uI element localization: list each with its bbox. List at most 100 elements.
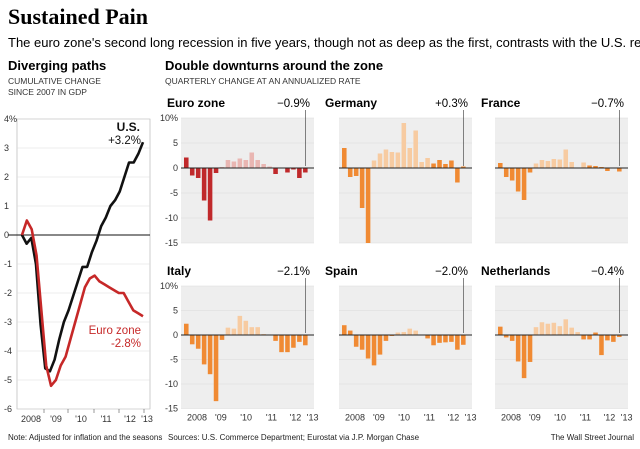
panel-xtick-label: 2008 (501, 413, 521, 423)
line-ytick-label: -5 (4, 375, 12, 385)
panel-bar (431, 163, 436, 168)
panel-bar (395, 152, 401, 168)
panel-bar (285, 168, 290, 173)
line-ytick-label: 3 (4, 143, 9, 153)
panel-title: Spain (325, 264, 358, 278)
panel-bar (539, 160, 545, 168)
panel-bar (593, 332, 598, 335)
panel-bar (599, 167, 604, 168)
footer-credit: The Wall Street Journal (551, 433, 635, 442)
panel-bar (291, 168, 296, 170)
panel-bar (195, 168, 201, 178)
panel-bar (527, 168, 533, 173)
panel-bar (509, 168, 515, 181)
euro-end-value: -2.8% (111, 338, 141, 350)
panel-bar (557, 326, 563, 335)
footer-sources: Sources: U.S. Commerce Department; Euros… (168, 433, 420, 442)
line-ytick-label: -1 (4, 259, 12, 269)
panel-bar (551, 322, 557, 335)
page-title: Sustained Pain (8, 4, 148, 29)
panel-bar (533, 327, 539, 335)
line-ytick-label: 1 (4, 201, 9, 211)
panel-bar (297, 168, 302, 178)
panel-bar (231, 328, 237, 335)
panel-bar (249, 152, 255, 168)
euro-series-label: Euro zone (89, 325, 141, 337)
panel-bar (449, 160, 454, 168)
panel-background (339, 286, 472, 409)
panel-bar (347, 168, 353, 177)
panel-ytick-label: -10 (165, 213, 178, 223)
panel-bar (509, 335, 515, 341)
panel-bar (539, 322, 545, 335)
panel-bar (437, 160, 442, 168)
panel-bar (273, 335, 278, 341)
panel-xtick-label: '12 (604, 413, 616, 423)
panel-xtick-label: '11 (266, 413, 277, 423)
panel-xtick-label: '10 (398, 413, 410, 423)
panel-bar (184, 157, 189, 168)
panel-xtick-label: '13 (465, 413, 477, 423)
panel-ytick-label: 0 (173, 330, 178, 340)
panel-bar (342, 325, 347, 335)
line-xtick-label: '11 (100, 414, 111, 424)
panel-bar (303, 168, 308, 173)
panel-bar (201, 335, 207, 365)
panel-bar (255, 160, 260, 168)
panel-xtick-label: '11 (424, 413, 435, 423)
panel-bar (413, 130, 418, 168)
panel-bar (425, 335, 430, 339)
panel-title: France (481, 96, 521, 110)
panel-ytick-label: 5 (173, 138, 178, 148)
panel-title: Italy (167, 264, 191, 278)
panel-bar (207, 168, 213, 221)
panel-bar (184, 323, 189, 335)
panel-bar (383, 149, 389, 168)
panel-bar (353, 335, 359, 347)
panel-bar (231, 161, 237, 168)
panel-xtick-label: '10 (240, 413, 252, 423)
bar-chart-subtitle: QUARTERLY CHANGE AT AN ANNUALIZED RATE (165, 76, 361, 86)
panel-bar (285, 335, 290, 353)
panel-latest-value: −2.1% (277, 266, 310, 278)
panel-bar (201, 168, 207, 201)
panel-bar (569, 327, 574, 335)
panel-bar (371, 335, 377, 366)
panel-germany: Germany +0.3% (325, 96, 472, 244)
panel-bar (581, 335, 586, 340)
panel-bar (389, 335, 395, 336)
panel-ytick-label: -15 (165, 404, 178, 414)
panel-bar (407, 328, 413, 335)
us-series-label: U.S. (117, 120, 140, 134)
panel-netherlands: Netherlands −0.4% 2008 '09 '10 '11 '12 '13 (481, 264, 633, 423)
panel-bar (395, 332, 401, 335)
panel-title: Euro zone (167, 96, 225, 110)
panel-xtick-label: '13 (307, 413, 319, 423)
us-end-value: +3.2% (108, 135, 141, 147)
panel-bar (575, 332, 580, 335)
panel-bar (521, 335, 527, 379)
panel-bar (425, 158, 430, 168)
line-xtick-label: '12 (124, 414, 136, 424)
panel-bar (303, 335, 308, 346)
panel-bar (359, 168, 365, 208)
panel-bar (377, 153, 383, 168)
panel-title: Netherlands (481, 264, 551, 278)
panel-bar (545, 161, 551, 168)
panel-bar (297, 335, 302, 342)
panel-bar (195, 335, 201, 349)
panel-ytick-label: -10 (165, 379, 178, 389)
panel-bar (377, 335, 383, 355)
panel-xtick-label: 2008 (187, 413, 207, 423)
panel-france: France −0.7% (481, 96, 628, 244)
line-chart-title: Diverging paths (8, 58, 106, 73)
panel-bar (189, 335, 195, 345)
line-chart: 4% 3 2 1 0 -1 -2 -3 -4 -5 -6 2008 '09 '10 '11 '12 '13 U.S… (4, 114, 153, 424)
panel-bar (593, 166, 598, 168)
panel-bar (533, 163, 539, 168)
panel-bar (449, 335, 454, 342)
panel-xtick-label: '09 (215, 413, 227, 423)
panel-bar (455, 168, 460, 183)
panel-bar (267, 166, 272, 168)
